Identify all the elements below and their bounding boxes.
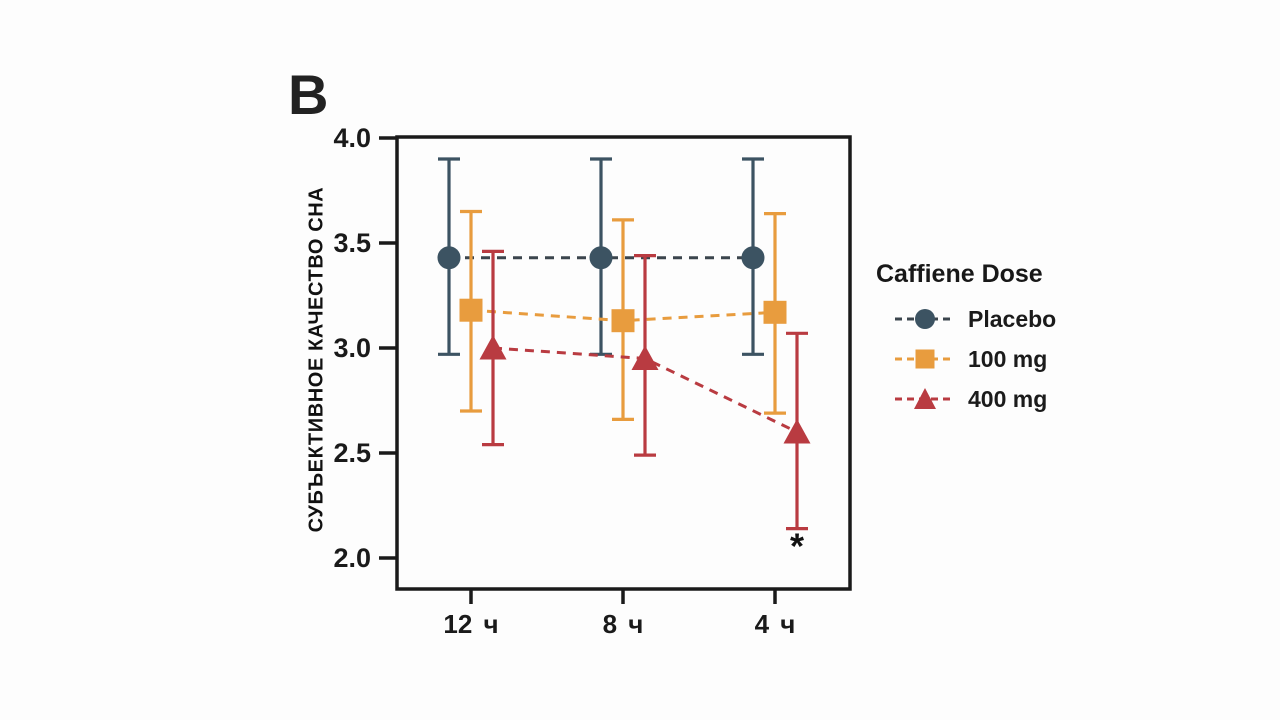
y-axis-tick-label: 3.5: [333, 228, 371, 258]
legend-entries: Placebo 100 mg 400 mg: [876, 299, 1056, 419]
significance-asterisk: *: [790, 525, 804, 566]
legend-entry-400-mg: 400 mg: [876, 379, 1056, 419]
circle-marker-Placebo: [437, 246, 461, 270]
x-axis-tick-label: 4 ч: [755, 609, 796, 639]
square-marker-100 mg: [459, 298, 483, 322]
triangle-marker-400 mg: [479, 335, 507, 360]
square-legend-icon: [895, 349, 955, 369]
circle-marker-Placebo: [589, 246, 613, 270]
legend-entry-label: 100 mg: [968, 345, 1048, 372]
legend-entry-placebo: Placebo: [876, 299, 1056, 339]
y-axis-tick-label: 2.0: [333, 543, 371, 573]
y-axis-tick-label: 3.0: [333, 333, 371, 363]
circle-marker-Placebo: [741, 246, 765, 270]
legend-entry-label: 400 mg: [968, 385, 1048, 412]
triangle-marker-400 mg: [783, 419, 811, 444]
x-axis-tick-label: 8 ч: [603, 609, 644, 639]
square-marker-100 mg: [763, 300, 787, 324]
legend-entry-label: Placebo: [968, 305, 1057, 332]
triangle-legend-icon: [895, 388, 955, 409]
circle-legend-icon: [895, 309, 955, 329]
legend: Caffiene Dose Placebo 100 mg 400 mg: [876, 260, 1056, 419]
triangle-marker-400 mg: [631, 345, 659, 370]
legend-entry-100-mg: 100 mg: [876, 339, 1056, 379]
y-axis-tick-label: 2.5: [333, 438, 371, 468]
y-axis-tick-label: 4.0: [333, 123, 371, 153]
x-axis-tick-label: 12 ч: [443, 609, 498, 639]
panel-label: B: [288, 63, 330, 126]
square-marker-100 mg: [611, 309, 635, 333]
legend-title: Caffiene Dose: [876, 260, 1043, 288]
